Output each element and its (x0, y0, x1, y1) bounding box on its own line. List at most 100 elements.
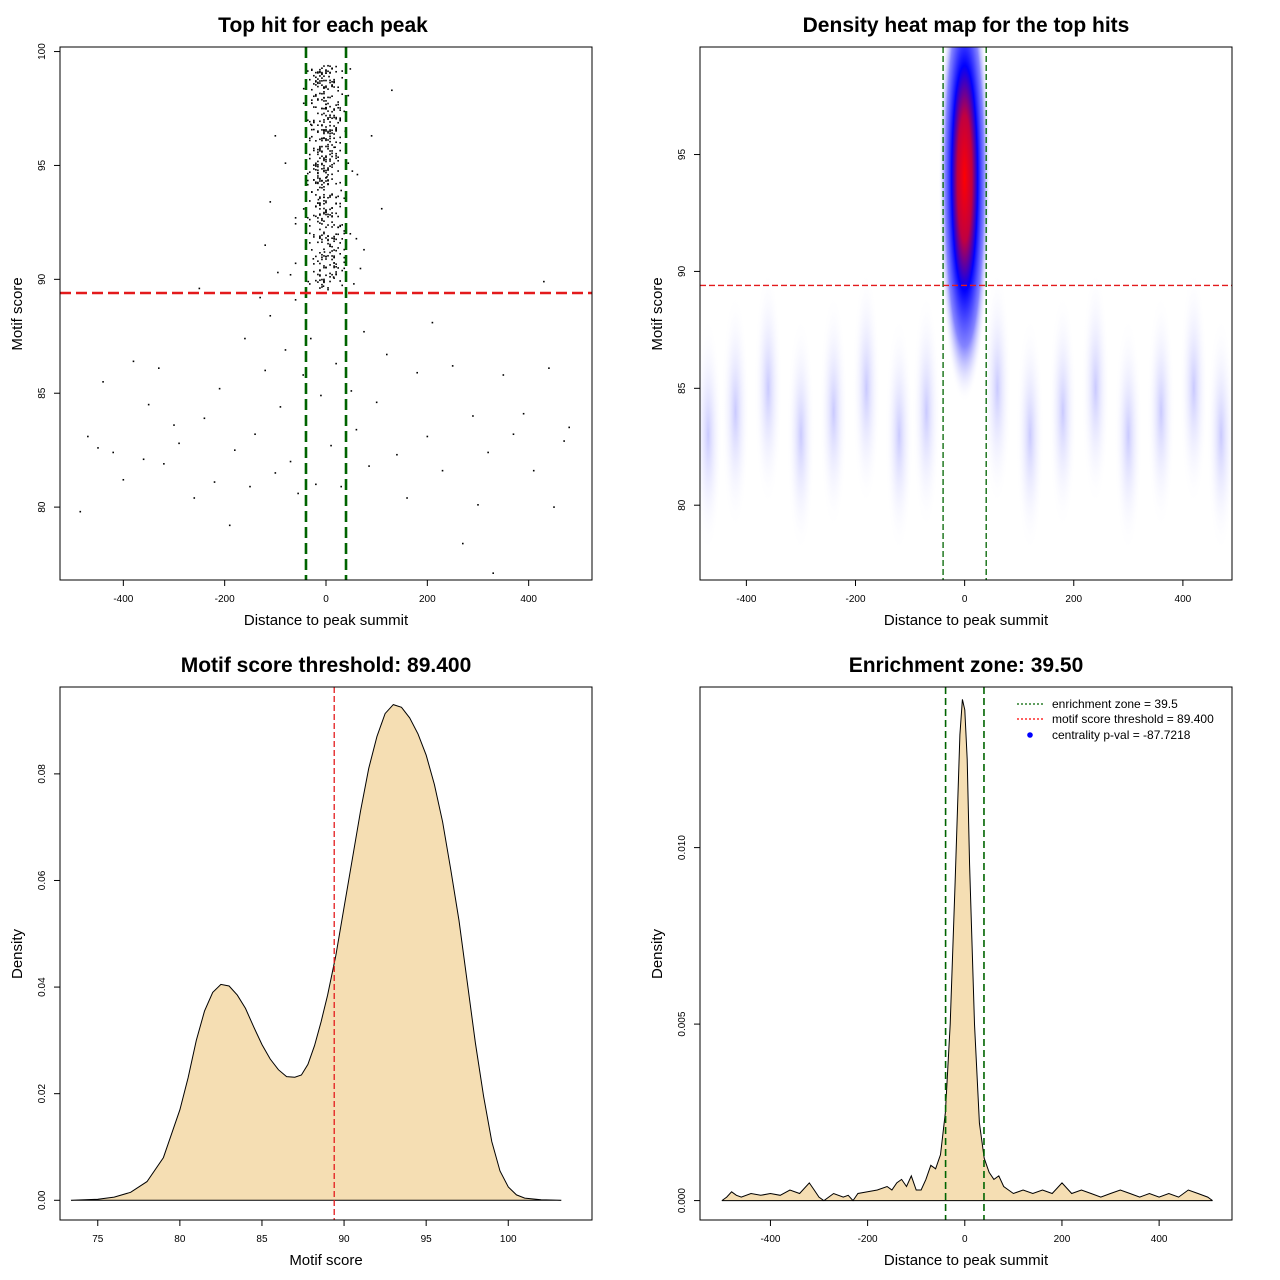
scatter-point (311, 128, 313, 131)
scatter-point (332, 276, 335, 278)
scatter-point (335, 212, 337, 215)
heatmap-faint-band (786, 315, 815, 556)
scatter-point (327, 183, 329, 186)
scatter-point (321, 145, 323, 148)
scatter-point (315, 80, 317, 82)
scatter-point (502, 374, 505, 376)
scatter-point (317, 165, 319, 168)
scatter-point (325, 258, 327, 260)
scatter-point (317, 131, 319, 134)
scatter-point (319, 222, 321, 224)
scatter-point (297, 492, 299, 495)
scatter-point (339, 119, 341, 122)
panel-scatter: Top hit for each peak -400 -200 0 200 400 80… (9, 14, 593, 629)
scatter-point (327, 238, 329, 241)
scatter-point (317, 130, 319, 132)
scatter-point (321, 186, 323, 189)
scatter-point (317, 153, 319, 156)
scatter-point (302, 102, 305, 105)
scatter-point (331, 245, 333, 248)
scatter-point (313, 128, 315, 131)
scatter-point (315, 80, 317, 83)
scatter-point (327, 145, 329, 148)
scatter-point (325, 106, 327, 109)
scatter-point (284, 162, 287, 164)
scatter-point (122, 478, 125, 481)
scatter-point (321, 286, 323, 288)
scatter-point (313, 147, 315, 150)
scatter-point (339, 224, 341, 227)
heatmap-faint-band (1081, 268, 1110, 509)
x-tick-label: -200 (215, 594, 235, 605)
y-tick-label: 95 (677, 149, 688, 161)
scatter-point (178, 442, 180, 445)
scatter-point (319, 92, 321, 95)
scatter-point (396, 453, 398, 456)
scatter-point (329, 280, 331, 283)
scatter-point (327, 168, 329, 171)
scatter-point (343, 267, 346, 270)
scatter-point (308, 225, 311, 227)
scatter-point (321, 168, 323, 170)
scatter-point (323, 251, 326, 253)
scatter-point (329, 153, 331, 156)
scatter-point (319, 279, 321, 282)
x-tick-label: 200 (1054, 1234, 1071, 1245)
scatter-point (323, 121, 325, 123)
scatter-point (335, 362, 337, 365)
scatter-point (269, 314, 272, 317)
scatter-point (319, 157, 321, 159)
scatter-point (323, 169, 325, 172)
scatter-point (323, 232, 325, 235)
scatter-point (321, 162, 323, 165)
y-tick-label: 80 (37, 501, 48, 513)
scatter-point (325, 209, 327, 212)
scatter-point (325, 79, 327, 82)
x-tick-label: 0 (323, 594, 329, 605)
scatter-point (341, 70, 344, 72)
scatter-point (228, 524, 231, 527)
scatter-point (323, 279, 325, 282)
scatter-point (333, 235, 335, 238)
plot-frame (59, 686, 593, 1221)
scatter-point (294, 222, 297, 225)
scatter-point (308, 153, 311, 156)
scatter-point (315, 76, 317, 79)
scatter-point (325, 139, 327, 142)
scatter-point (317, 273, 319, 276)
scatter-point (335, 263, 337, 265)
scatter-point (315, 95, 317, 97)
scatter-point (321, 129, 323, 131)
heatmap-faint-band (1114, 315, 1143, 556)
scatter-point (323, 97, 325, 99)
scatter-point (329, 96, 331, 99)
scatter-point (327, 235, 329, 238)
scatter-point (102, 381, 104, 383)
scatter-point (363, 330, 365, 333)
scatter-point (329, 81, 331, 84)
scatter-point (319, 138, 321, 141)
scatter-point (319, 178, 321, 180)
scatter-point (313, 179, 315, 181)
scatter-point (323, 137, 325, 140)
scatter-point (317, 217, 319, 219)
legend-label-enrichment: enrichment zone = 39.5 (1052, 697, 1178, 711)
scatter-point (317, 202, 319, 204)
scatter-point (329, 196, 331, 198)
scatter-point (337, 101, 339, 103)
scatter-point (326, 176, 328, 178)
scatter-point (333, 262, 335, 264)
scatter-point (323, 167, 325, 169)
scatter-point (333, 224, 335, 226)
scatter-point (323, 207, 325, 210)
scatter-point (323, 132, 325, 135)
heatmap-area (700, 47, 1232, 580)
scatter-point (325, 180, 327, 182)
scatter-point (321, 283, 323, 286)
scatter-point (234, 449, 236, 451)
scatter-point (325, 103, 327, 106)
scatter-point (315, 215, 317, 218)
scatter-point (337, 89, 339, 92)
scatter-point (315, 181, 317, 184)
scatter-point (333, 277, 335, 280)
